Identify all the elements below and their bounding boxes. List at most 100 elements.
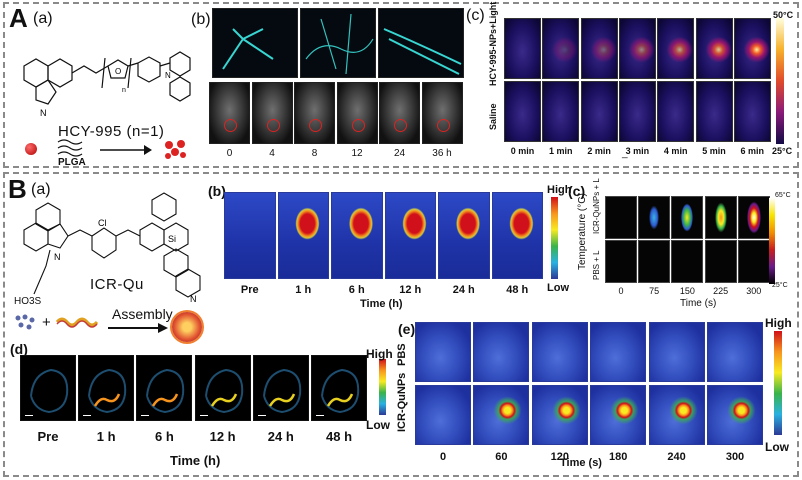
b-b-thermal-frame bbox=[491, 192, 543, 279]
b-d-axis-label: Time (h) bbox=[170, 453, 221, 468]
a-b-mouse-frame bbox=[379, 82, 420, 144]
b-e-thermal-frame bbox=[590, 385, 647, 445]
scale-bar bbox=[257, 414, 266, 416]
b-e-time-label: 120 bbox=[550, 451, 569, 463]
b-e-thermal-frame bbox=[707, 322, 763, 382]
b-e-time-label: 0 bbox=[439, 451, 447, 463]
b-e-axis-label: Time (s) bbox=[560, 457, 602, 469]
a-c-thermal-frame bbox=[657, 81, 695, 142]
b-e-thermal-frame bbox=[707, 385, 763, 445]
scale-bar bbox=[316, 414, 324, 416]
a-c-row-label-2: Saline bbox=[488, 103, 498, 130]
b-c-time-label: 150 bbox=[679, 286, 695, 296]
a-c-thermal-frame bbox=[580, 81, 618, 142]
a-c-colorbar bbox=[776, 18, 784, 144]
plga-chains-icon bbox=[57, 139, 83, 157]
a-b-mouse-frame bbox=[209, 82, 250, 144]
a-b-time-label: 36 h bbox=[432, 148, 452, 159]
a-c-time-label: 1 min bbox=[549, 146, 573, 156]
b-c-colorbar bbox=[769, 198, 775, 284]
panel-b-frame bbox=[3, 172, 799, 477]
b-d-time-label: 6 h bbox=[154, 429, 174, 444]
b-e-thermal-frame bbox=[473, 385, 530, 445]
b-d-low: Low bbox=[366, 418, 390, 432]
a-c-thermal-frame bbox=[618, 81, 656, 142]
b-c-thermal-frame bbox=[737, 240, 770, 283]
tumor-marker-icon bbox=[436, 118, 450, 132]
b-b-time-label: 24 h bbox=[452, 284, 475, 296]
b-e-thermal-frame bbox=[415, 322, 471, 382]
b-b-thermal-frame bbox=[277, 192, 329, 279]
b-c-time-label: 300 bbox=[746, 286, 762, 296]
a-c-time-label: 3 min bbox=[625, 146, 650, 156]
panel-b-sub-d: (d) bbox=[10, 341, 28, 357]
a-b-time-label: 4 bbox=[269, 148, 275, 159]
panel-a-letter: A bbox=[9, 3, 28, 33]
b-c-axis-label: Time (s) bbox=[680, 298, 717, 309]
a-c-time-label: 0 min bbox=[510, 146, 535, 156]
b-d-high: High bbox=[366, 347, 393, 361]
a-c-thermal-frame bbox=[542, 81, 580, 142]
panel-a-frame bbox=[3, 2, 799, 168]
b-d-pa-frame bbox=[194, 355, 251, 421]
a-b-mouse-frame bbox=[336, 82, 378, 144]
b-b-colorbar bbox=[551, 197, 558, 279]
a-c-scale-min: 25°C bbox=[772, 146, 793, 156]
vessel-image-3 bbox=[378, 8, 464, 78]
b-d-time-label: 12 h bbox=[209, 429, 236, 444]
b-c-thermal-frame bbox=[605, 196, 637, 239]
b-d-pa-frame bbox=[78, 355, 135, 421]
b-c-thermal-frame bbox=[671, 196, 704, 239]
b-c-time-label: 225 bbox=[713, 286, 729, 296]
panel-a-sub-c: (c) bbox=[466, 7, 485, 24]
panel-b-sub-c: (c) bbox=[568, 183, 586, 199]
b-c-thermal-frame bbox=[638, 240, 671, 283]
b-e-high: High bbox=[765, 316, 792, 330]
a-c-scale-max: 50°C bbox=[773, 10, 794, 20]
a-c-row-label-1: HCY-995-NPs+Light bbox=[488, 1, 498, 86]
b-c-thermal-frame bbox=[737, 196, 770, 239]
panel-b-letter: B bbox=[8, 174, 27, 204]
a-c-thermal-frame bbox=[504, 18, 541, 79]
b-b-time-label: Pre bbox=[240, 284, 259, 296]
b-b-high: High bbox=[547, 184, 572, 196]
quercetin-dots-icon bbox=[15, 314, 35, 330]
tumor-marker-icon bbox=[266, 118, 280, 132]
b-e-thermal-frame bbox=[590, 322, 647, 382]
b-c-thermal-frame bbox=[638, 196, 671, 239]
b-e-low: Low bbox=[765, 440, 789, 454]
plus-sign: + bbox=[42, 314, 51, 331]
b-e-row-label-1: PBS bbox=[396, 343, 408, 366]
assembly-label: Assembly bbox=[112, 306, 173, 322]
b-e-thermal-frame bbox=[531, 322, 588, 382]
b-e-thermal-frame bbox=[473, 322, 530, 382]
panel-b-sub-e: (e) bbox=[398, 321, 416, 337]
b-d-pa-frame bbox=[252, 355, 309, 421]
icrqu-atom-n2: N bbox=[190, 294, 197, 304]
b-b-thermal-frame bbox=[384, 192, 436, 279]
a-b-time-label: 24 bbox=[393, 148, 406, 159]
hcy995-label: HCY-995 (n=1) bbox=[58, 123, 165, 140]
b-e-time-label: 60 bbox=[495, 451, 508, 463]
nanoparticle-cluster-icon bbox=[165, 140, 186, 159]
b-e-time-label: 180 bbox=[609, 451, 628, 463]
vessel-image-2 bbox=[300, 8, 376, 78]
a-c-time-label: 6 min bbox=[740, 146, 765, 156]
a-c-thermal-frame bbox=[618, 18, 656, 79]
icrqu-structure: N Cl Si N bbox=[23, 192, 201, 304]
b-b-thermal-frame bbox=[438, 192, 490, 279]
tumor-marker-icon bbox=[394, 118, 408, 132]
b-d-pa-frame bbox=[311, 355, 367, 421]
b-d-time-label: 1 h bbox=[96, 429, 116, 444]
b-c-time-label: 75 bbox=[649, 286, 660, 296]
a-c-thermal-frame bbox=[733, 81, 771, 142]
a-c-dash: _ bbox=[622, 148, 628, 159]
b-d-pa-frame bbox=[20, 355, 76, 421]
vessel-image-1 bbox=[212, 8, 298, 78]
b-e-thermal-frame bbox=[648, 322, 705, 382]
plga-label: PLGA bbox=[58, 157, 86, 168]
arrow-icon bbox=[100, 145, 152, 155]
scale-bar bbox=[141, 414, 150, 416]
b-b-time-label: 12 h bbox=[399, 284, 422, 296]
panel-a-sub-b: (b) bbox=[191, 11, 211, 28]
